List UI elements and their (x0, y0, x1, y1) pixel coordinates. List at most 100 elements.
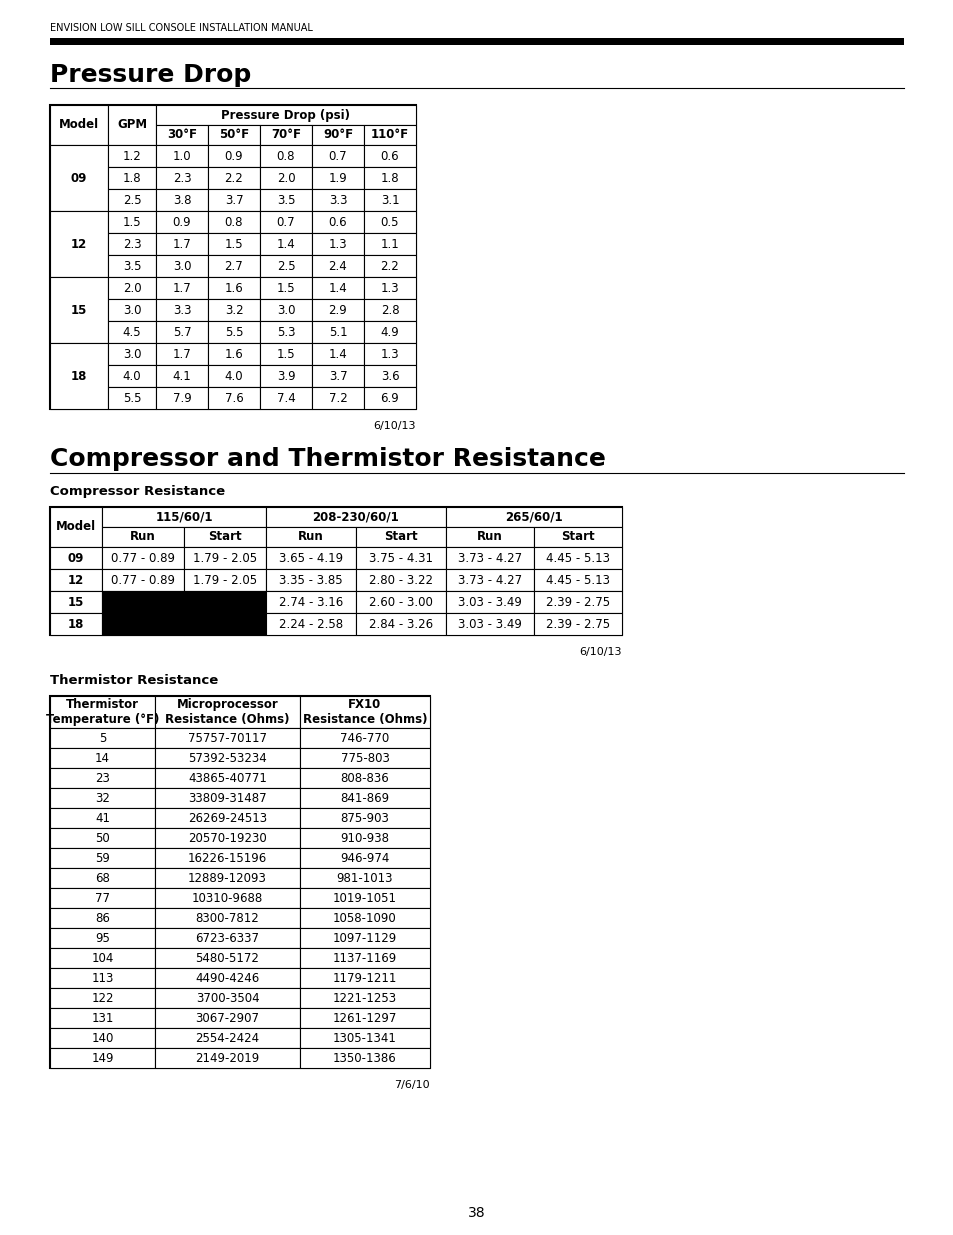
Text: 115/60/1: 115/60/1 (155, 510, 213, 524)
Bar (312, 211, 364, 233)
Text: 0.5: 0.5 (380, 215, 399, 228)
Text: 1261-1297: 1261-1297 (333, 1011, 396, 1025)
Bar (154, 908, 299, 927)
Bar (156, 105, 416, 125)
Bar (299, 697, 430, 727)
Bar (312, 387, 364, 409)
Text: 3.7: 3.7 (329, 369, 347, 383)
Bar (50, 613, 102, 635)
Bar (156, 366, 208, 387)
Text: 20570-19230: 20570-19230 (188, 831, 267, 845)
Bar (154, 868, 299, 888)
Bar (446, 569, 534, 592)
Bar (50, 697, 154, 727)
Bar (50, 848, 154, 868)
Text: 1.9: 1.9 (328, 172, 347, 184)
Bar (355, 613, 446, 635)
Text: 1179-1211: 1179-1211 (333, 972, 396, 984)
Bar (50, 569, 102, 592)
Bar (266, 592, 355, 613)
Text: 3.5: 3.5 (276, 194, 294, 206)
Bar (208, 167, 260, 189)
Text: 3.03 - 3.49: 3.03 - 3.49 (457, 595, 521, 609)
Text: 1.5: 1.5 (123, 215, 141, 228)
Text: 1137-1169: 1137-1169 (333, 951, 396, 965)
Bar (156, 233, 208, 254)
Text: 775-803: 775-803 (340, 752, 389, 764)
Text: 3.75 - 4.31: 3.75 - 4.31 (369, 552, 433, 564)
Text: 15: 15 (68, 595, 84, 609)
Text: 12889-12093: 12889-12093 (188, 872, 267, 884)
Bar (260, 321, 312, 343)
Bar (156, 125, 208, 144)
Text: Compressor and Thermistor Resistance: Compressor and Thermistor Resistance (50, 447, 605, 471)
Text: 3.0: 3.0 (276, 304, 294, 316)
Text: 3.35 - 3.85: 3.35 - 3.85 (279, 573, 342, 587)
Text: 3067-2907: 3067-2907 (195, 1011, 259, 1025)
Bar (260, 189, 312, 211)
Bar (108, 366, 156, 387)
Bar (184, 613, 266, 635)
Text: 0.8: 0.8 (225, 215, 243, 228)
Bar (108, 167, 156, 189)
Text: 1.5: 1.5 (225, 237, 243, 251)
Bar (108, 105, 156, 144)
Text: 3.3: 3.3 (172, 304, 191, 316)
Text: 50: 50 (95, 831, 110, 845)
Text: 4.45 - 5.13: 4.45 - 5.13 (545, 552, 609, 564)
Bar (102, 527, 184, 547)
Text: 5.5: 5.5 (123, 391, 141, 405)
Bar (260, 366, 312, 387)
Text: 2.3: 2.3 (172, 172, 192, 184)
Text: 38: 38 (468, 1207, 485, 1220)
Text: 4.1: 4.1 (172, 369, 192, 383)
Text: 1097-1129: 1097-1129 (333, 931, 396, 945)
Bar (156, 167, 208, 189)
Text: 7.9: 7.9 (172, 391, 192, 405)
Bar (50, 827, 154, 848)
Text: Start: Start (560, 531, 594, 543)
Text: 2.5: 2.5 (123, 194, 141, 206)
Bar (156, 321, 208, 343)
Bar (299, 968, 430, 988)
Text: 59: 59 (95, 851, 110, 864)
Text: 09: 09 (68, 552, 84, 564)
Bar (208, 144, 260, 167)
Bar (355, 547, 446, 569)
Text: 16226-15196: 16226-15196 (188, 851, 267, 864)
Text: 10310-9688: 10310-9688 (192, 892, 263, 904)
Bar (355, 569, 446, 592)
Text: 50°F: 50°F (218, 128, 249, 142)
Bar (156, 387, 208, 409)
Bar (50, 1008, 154, 1028)
Text: 875-903: 875-903 (340, 811, 389, 825)
Bar (260, 387, 312, 409)
Bar (364, 299, 416, 321)
Bar (156, 343, 208, 366)
Bar (184, 547, 266, 569)
Bar (50, 888, 154, 908)
Text: 1.7: 1.7 (172, 237, 192, 251)
Text: 26269-24513: 26269-24513 (188, 811, 267, 825)
Bar (260, 144, 312, 167)
Bar (208, 343, 260, 366)
Text: 1.79 - 2.05: 1.79 - 2.05 (193, 573, 256, 587)
Text: 1.2: 1.2 (123, 149, 141, 163)
Bar (299, 948, 430, 968)
Bar (50, 277, 108, 343)
Text: 0.7: 0.7 (276, 215, 295, 228)
Text: 0.7: 0.7 (329, 149, 347, 163)
Bar (108, 343, 156, 366)
Text: 122: 122 (91, 992, 113, 1004)
Bar (50, 968, 154, 988)
Text: 3.7: 3.7 (225, 194, 243, 206)
Text: 8300-7812: 8300-7812 (195, 911, 259, 925)
Bar (154, 768, 299, 788)
Text: 0.6: 0.6 (380, 149, 399, 163)
Text: 3.0: 3.0 (123, 347, 141, 361)
Text: 1058-1090: 1058-1090 (333, 911, 396, 925)
Text: 1.8: 1.8 (380, 172, 399, 184)
Text: Run: Run (297, 531, 323, 543)
Bar (108, 387, 156, 409)
Bar (364, 167, 416, 189)
